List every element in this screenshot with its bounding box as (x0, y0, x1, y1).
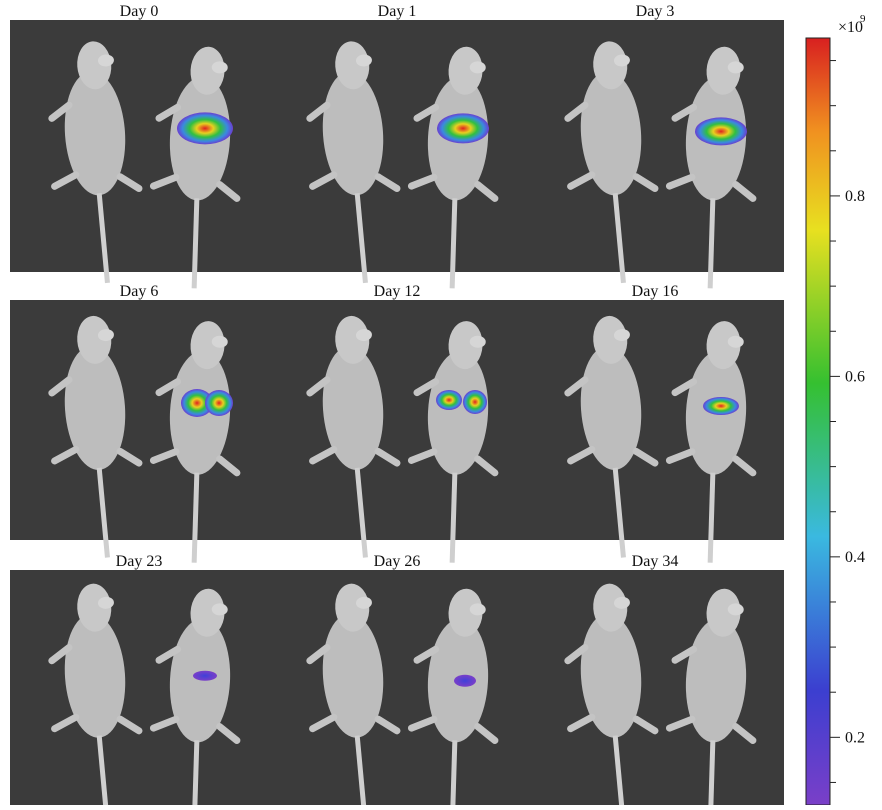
signal (695, 117, 747, 145)
figure: ×10 9 Day 0Day 1Day 3Day 6Day 12Day 16Da… (0, 0, 882, 805)
panel (268, 300, 526, 565)
panel-label: Day 3 (636, 3, 675, 20)
signal (205, 390, 233, 416)
panel-label: Day 1 (378, 3, 417, 20)
panel-label: Day 26 (374, 553, 421, 570)
panel (268, 570, 526, 805)
panel (526, 300, 784, 565)
panel (10, 20, 268, 290)
signal (454, 675, 476, 687)
colorbar (806, 38, 830, 805)
signal (703, 397, 739, 415)
panel-label: Day 34 (632, 553, 679, 570)
tick-label: 0.8 (845, 188, 865, 205)
page: {"panels": [ {"label": "Day 0"}, {"label… (0, 0, 882, 810)
panel (10, 570, 268, 805)
signal (193, 671, 217, 681)
panel-label: Day 23 (116, 553, 163, 570)
panel (268, 20, 526, 290)
panel-label: Day 12 (374, 283, 421, 300)
tick-label: 0.2 (845, 729, 865, 746)
panel (526, 570, 784, 805)
signal (463, 390, 487, 414)
tick-label: 0.6 (845, 368, 865, 385)
panel-label: Day 0 (120, 3, 159, 20)
colorbar-exponent: 9 (860, 13, 866, 25)
signal (437, 113, 489, 143)
panel-label: Day 16 (632, 283, 679, 300)
panel (10, 300, 268, 565)
panel-label: Day 6 (120, 283, 159, 300)
signal (177, 112, 233, 144)
signal (436, 390, 462, 410)
tick-label: 0.4 (845, 549, 865, 566)
panel (526, 20, 784, 290)
